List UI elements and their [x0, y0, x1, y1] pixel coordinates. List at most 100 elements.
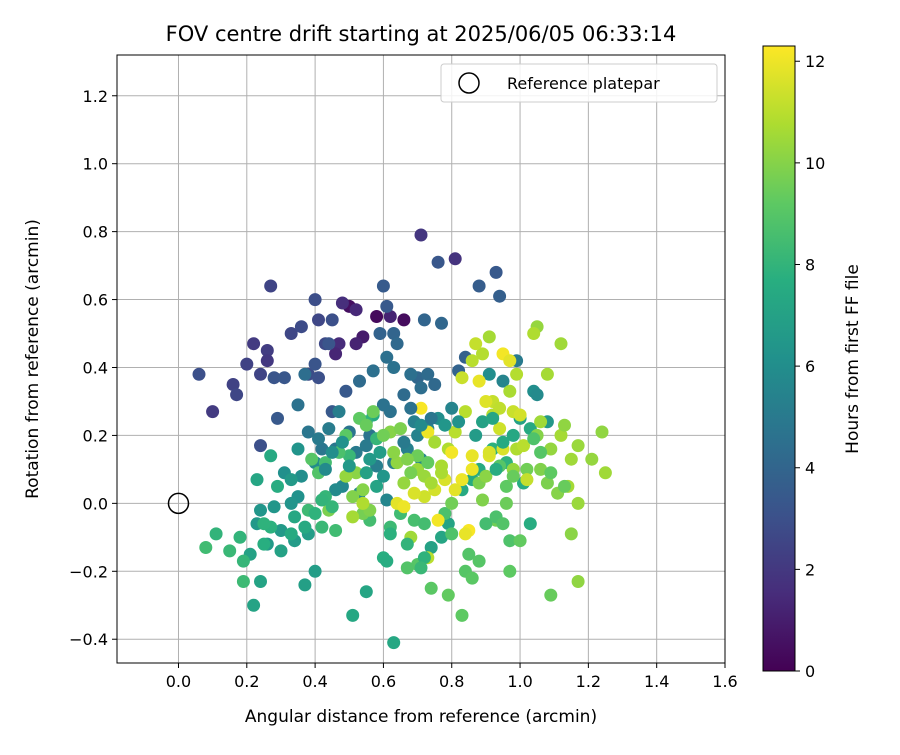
data-point: [571, 575, 585, 588]
data-point: [476, 493, 489, 507]
colorbar: 0 2 4 6 8 10 12 Hours from first FF file: [762, 45, 863, 681]
data-point: [462, 547, 476, 561]
data-point: [349, 303, 363, 317]
data-point: [598, 466, 612, 480]
data-point: [544, 466, 558, 480]
reference-platepar-marker: [167, 492, 190, 515]
data-point: [308, 293, 322, 307]
data-point: [373, 445, 387, 459]
data-point: [247, 598, 261, 612]
data-point: [339, 384, 353, 398]
data-point: [247, 337, 261, 351]
data-point: [407, 486, 421, 500]
data-point: [523, 517, 537, 531]
data-point: [192, 367, 206, 381]
data-point: [435, 466, 448, 480]
data-point: [257, 537, 271, 551]
x-tick-label: 0.2: [234, 672, 259, 691]
data-point: [407, 513, 421, 527]
data-point: [571, 439, 585, 453]
data-point: [493, 422, 507, 436]
data-point: [469, 337, 483, 351]
y-tick-label: −0.4: [69, 630, 108, 649]
data-point: [312, 432, 325, 446]
x-tick-label: 0.8: [439, 672, 464, 691]
data-point: [400, 537, 414, 551]
data-point: [359, 585, 373, 599]
data-point: [349, 337, 363, 351]
colorbar-frame: [762, 45, 796, 672]
y-axis-ticks: −0.4 −0.2 0.0 0.2 0.4 0.6 0.8 1.0 1.2: [69, 87, 117, 649]
data-point: [486, 411, 500, 425]
data-point: [329, 524, 343, 537]
data-point: [445, 527, 459, 541]
data-point: [448, 252, 462, 266]
data-point: [383, 527, 397, 541]
x-tick-label: 1.6: [712, 672, 737, 691]
data-point: [308, 357, 322, 371]
data-point: [236, 554, 250, 568]
data-point: [448, 483, 462, 497]
data-point: [291, 442, 305, 456]
data-point: [230, 388, 244, 402]
data-point: [370, 310, 384, 323]
data-point: [452, 415, 466, 429]
data-point: [376, 469, 390, 483]
data-point: [517, 439, 530, 453]
legend-box: [440, 63, 718, 103]
data-point: [254, 503, 267, 517]
data-point: [540, 476, 554, 490]
data-point: [421, 456, 435, 470]
data-point: [527, 327, 541, 340]
data-point: [264, 279, 278, 293]
data-point: [209, 527, 223, 541]
data-point: [417, 490, 431, 504]
data-point: [513, 408, 527, 422]
data-point: [472, 554, 486, 568]
data-point: [585, 452, 599, 466]
data-point: [435, 530, 448, 544]
data-point: [274, 524, 288, 537]
data-point: [305, 452, 319, 466]
x-tick-label: 1.2: [576, 672, 601, 691]
data-point: [387, 327, 401, 340]
data-point: [527, 432, 541, 446]
data-point: [223, 544, 237, 558]
data-point: [271, 411, 284, 425]
data-point: [414, 401, 428, 415]
data-point: [424, 476, 438, 490]
data-point: [373, 327, 387, 340]
data-point: [421, 367, 435, 381]
data-point: [414, 228, 428, 242]
data-point: [267, 371, 281, 385]
data-point: [383, 310, 397, 323]
data-point: [400, 561, 414, 575]
data-point: [564, 452, 578, 466]
data-point: [441, 588, 455, 602]
data-point: [465, 354, 479, 368]
data-point: [260, 354, 274, 368]
data-point: [298, 520, 312, 534]
colorbar-gradient: [763, 46, 795, 671]
data-point: [424, 541, 438, 554]
data-point: [455, 608, 469, 622]
data-point: [411, 449, 425, 463]
data-point: [366, 364, 380, 378]
data-point: [312, 371, 325, 385]
data-point: [571, 496, 585, 510]
data-point: [359, 418, 373, 432]
data-point: [493, 401, 507, 415]
data-point: [445, 401, 459, 415]
data-point: [315, 493, 329, 507]
data-point: [489, 265, 503, 279]
data-point: [387, 361, 401, 374]
legend-label-reference: Reference platepar: [507, 74, 660, 93]
data-point: [554, 428, 568, 442]
legend: Reference platepar: [440, 63, 718, 103]
data-point: [294, 469, 308, 483]
data-point: [513, 534, 527, 548]
data-point: [342, 459, 356, 473]
data-point: [417, 517, 431, 531]
data-point: [325, 313, 339, 327]
